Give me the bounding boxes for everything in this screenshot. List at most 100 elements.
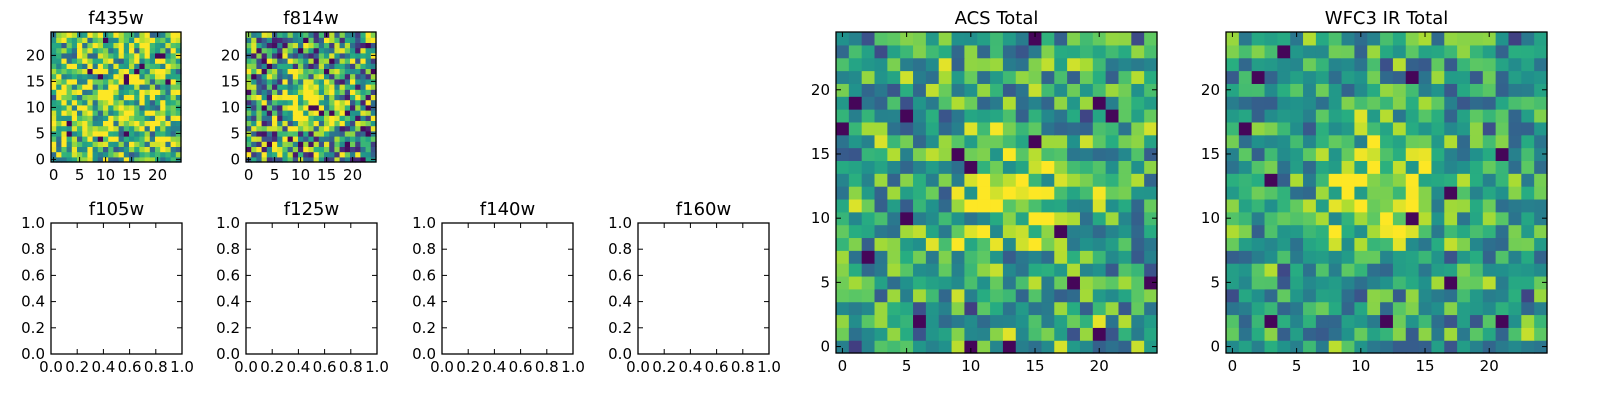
heatmap-cell (1264, 121, 1278, 136)
heatmap-cell (1431, 44, 1445, 59)
heatmap-cell (1028, 96, 1043, 110)
heatmap-cell (139, 146, 146, 153)
heatmap-cell (175, 37, 182, 43)
heatmap-cell (246, 37, 252, 43)
heatmap-cell (261, 63, 268, 69)
heatmap-cell (118, 120, 125, 127)
heatmap-cell (1067, 147, 1081, 161)
heatmap-cell (1002, 186, 1017, 200)
x-tick-label: 5 (270, 166, 280, 184)
heatmap-cell (113, 94, 120, 101)
heatmap-cell (256, 68, 263, 75)
heatmap-cell (874, 263, 888, 277)
heatmap-cell (355, 94, 361, 101)
heatmap-cell (951, 83, 965, 97)
heatmap-cell (848, 96, 863, 110)
heatmap-cell (1054, 96, 1068, 110)
heatmap-cell (1431, 186, 1445, 200)
heatmap-cell (1041, 109, 1055, 123)
heatmap-cell (344, 42, 351, 49)
heatmap-cell (144, 63, 151, 69)
heatmap-cell (246, 125, 252, 132)
heatmap-cell (1482, 314, 1497, 328)
y-tick-label: 10 (1201, 209, 1220, 227)
heatmap-cell (272, 120, 278, 127)
heatmap-cell (149, 32, 156, 38)
heatmap-cell (836, 70, 850, 84)
heatmap-cell (287, 99, 294, 106)
x-tick-label: 0.8 (339, 358, 363, 376)
heatmap-cell (1028, 32, 1043, 46)
heatmap-cell (1367, 275, 1381, 290)
heatmap-cell (256, 146, 263, 153)
heatmap-cell (292, 73, 299, 80)
y-tick-label: 20 (811, 81, 830, 99)
heatmap-cell (329, 47, 335, 54)
heatmap-cell (261, 73, 268, 80)
heatmap-cell (1118, 32, 1132, 46)
heatmap-cell (951, 70, 965, 84)
heatmap-cell (292, 68, 299, 75)
heatmap-cell (87, 125, 94, 132)
heatmap-cell (282, 141, 289, 147)
heatmap-cell (1092, 173, 1107, 187)
heatmap-cell (87, 84, 94, 90)
heatmap-cell (1118, 250, 1132, 264)
heatmap-cell (292, 52, 299, 59)
heatmap-cell (308, 78, 315, 85)
heatmap-cell (261, 78, 268, 85)
heatmap-cell (1054, 134, 1068, 149)
heatmap-cell (308, 130, 315, 137)
heatmap-cell (266, 89, 273, 95)
heatmap-cell (103, 63, 109, 69)
heatmap-cell (256, 37, 263, 43)
heatmap-cell (1495, 121, 1510, 136)
heatmap-cell (77, 104, 83, 111)
heatmap-cell (964, 237, 978, 251)
heatmap-cell (339, 94, 346, 101)
heatmap-cell (1328, 160, 1343, 174)
heatmap-cell (355, 52, 361, 59)
x-tick-label: 5 (75, 166, 85, 184)
heatmap-cell (1457, 70, 1471, 84)
heatmap-cell (1341, 160, 1355, 174)
heatmap-cell (160, 110, 166, 116)
heatmap-cell (77, 120, 83, 127)
heatmap-cell (71, 68, 78, 75)
heatmap-cell (165, 130, 172, 137)
heatmap-cell (1131, 340, 1145, 354)
heatmap-cell (303, 84, 309, 90)
heatmap-cell (339, 78, 346, 85)
heatmap-cell (344, 151, 351, 158)
heatmap-cell (1002, 301, 1017, 316)
heatmap-cell (282, 78, 289, 85)
heatmap-cell (951, 96, 965, 110)
heatmap-cell (938, 301, 953, 316)
heatmap-cell (1238, 327, 1253, 341)
heatmap-cell (313, 52, 320, 59)
heatmap-cell (1328, 301, 1343, 316)
heatmap-cell (1144, 263, 1158, 277)
heatmap-cell (272, 141, 278, 147)
heatmap-cell (313, 47, 320, 54)
heatmap-cell (1131, 314, 1145, 328)
heatmap-cell (874, 32, 888, 46)
y-tick-label: 5 (230, 124, 240, 142)
heatmap-cell (1392, 211, 1407, 226)
heatmap-cell (139, 141, 146, 147)
heatmap-cell (861, 134, 876, 149)
heatmap-cell (170, 32, 177, 38)
heatmap-cell (272, 151, 278, 158)
heatmap-cell (1315, 275, 1330, 290)
heatmap-cell (56, 110, 62, 116)
heatmap-cell (1144, 198, 1158, 213)
heatmap-cell (303, 42, 309, 49)
heatmap-cell (287, 110, 294, 116)
heatmap-cell (861, 44, 876, 59)
heatmap-cell (1092, 44, 1107, 59)
heatmap-cell (251, 94, 257, 101)
heatmap-cell (139, 32, 146, 38)
heatmap-cell (1444, 109, 1458, 123)
heatmap-cell (344, 99, 351, 106)
heatmap-cell (97, 141, 104, 147)
